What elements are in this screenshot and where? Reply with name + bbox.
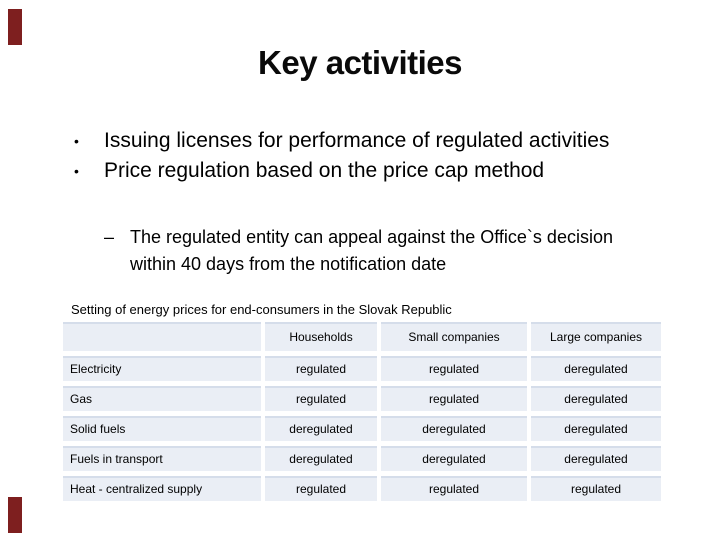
table-cell: deregulated	[265, 416, 377, 441]
sub-bullet-item: – The regulated entity can appeal agains…	[104, 224, 624, 278]
table-cell: deregulated	[381, 416, 527, 441]
bullet-item: • Price regulation based on the price ca…	[70, 156, 642, 186]
table-cell: deregulated	[531, 386, 661, 411]
corner-accent-bottom	[8, 497, 22, 533]
table-cell: deregulated	[381, 446, 527, 471]
regulation-table: Households Small companies Large compani…	[63, 322, 661, 501]
table-cell: regulated	[381, 476, 527, 501]
bullet-text: Issuing licenses for performance of regu…	[104, 129, 610, 152]
table-cell: regulated	[381, 386, 527, 411]
slide-title: Key activities	[258, 44, 462, 81]
table-row-label: Heat - centralized supply	[63, 476, 261, 501]
sub-bullet-text: The regulated entity can appeal against …	[130, 227, 613, 274]
bullet-icon: •	[74, 133, 79, 149]
table-cell: deregulated	[531, 446, 661, 471]
table-cell: regulated	[265, 356, 377, 381]
bullet-icon: •	[74, 163, 79, 179]
table-cell: regulated	[265, 386, 377, 411]
bullet-item: • Issuing licenses for performance of re…	[70, 126, 642, 156]
table-cell: deregulated	[531, 356, 661, 381]
table-row-label: Fuels in transport	[63, 446, 261, 471]
table-header-cell: Large companies	[531, 322, 661, 351]
corner-accent-top	[8, 9, 22, 45]
table-row-label: Solid fuels	[63, 416, 261, 441]
table-row-label: Gas	[63, 386, 261, 411]
table-cell: regulated	[531, 476, 661, 501]
table-header-cell: Small companies	[381, 322, 527, 351]
table-row-label: Electricity	[63, 356, 261, 381]
dash-icon: –	[104, 227, 115, 247]
bullet-list: • Issuing licenses for performance of re…	[70, 126, 642, 186]
table-header-cell: Households	[265, 322, 377, 351]
table-header-empty-cell	[63, 322, 261, 351]
table-cell: regulated	[381, 356, 527, 381]
bullet-text: Price regulation based on the price cap …	[104, 159, 545, 182]
table-caption: Setting of energy prices for end-consume…	[71, 302, 452, 317]
table-cell: deregulated	[531, 416, 661, 441]
table-cell: deregulated	[265, 446, 377, 471]
table-cell: regulated	[265, 476, 377, 501]
